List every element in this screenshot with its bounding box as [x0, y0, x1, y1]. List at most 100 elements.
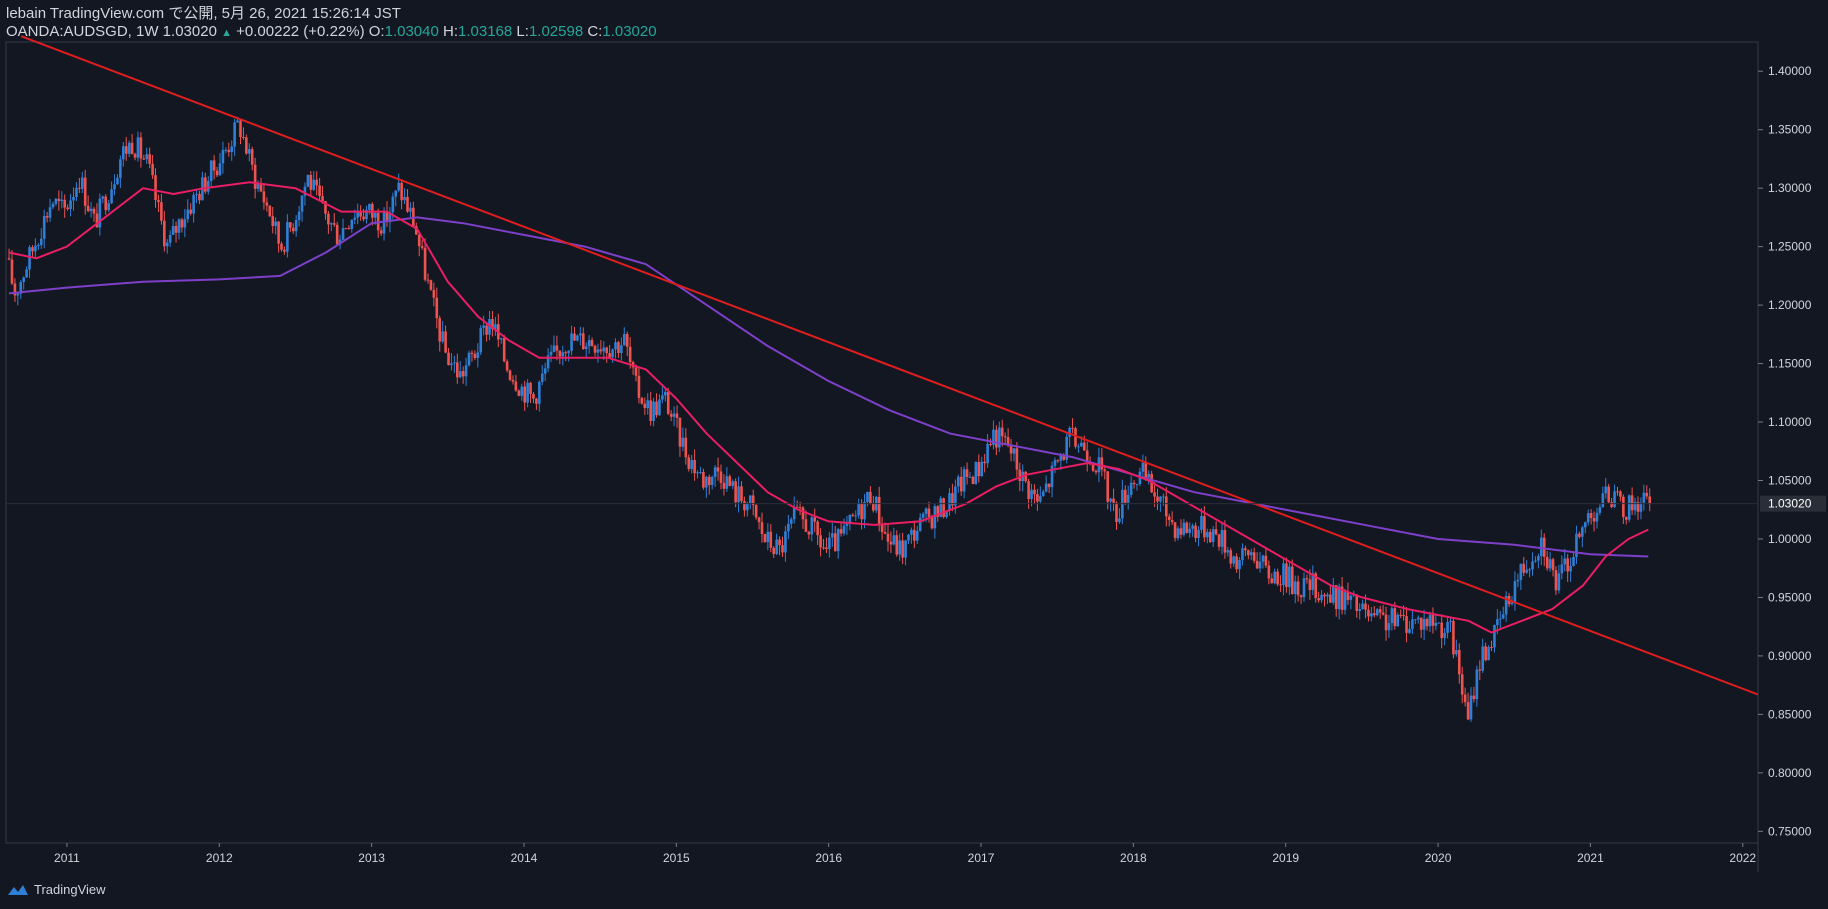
candle-body — [300, 195, 304, 212]
candle-body — [1153, 492, 1156, 497]
candle-body — [321, 196, 324, 202]
candle-body — [28, 247, 31, 270]
candle-body — [1498, 618, 1502, 620]
candle-body — [482, 325, 485, 328]
candle-body — [1349, 595, 1353, 600]
candle-body — [1326, 594, 1329, 597]
candle-body — [1566, 558, 1569, 572]
y-tick-label: 1.30000 — [1768, 181, 1812, 195]
x-tick-label: 2020 — [1425, 851, 1452, 865]
candle-body — [754, 505, 758, 518]
candle-body — [819, 535, 822, 548]
candle-body — [72, 196, 75, 201]
candle-body — [1018, 469, 1022, 482]
candle-body — [1308, 579, 1312, 590]
candle-body — [628, 346, 632, 363]
candle-body — [892, 535, 896, 545]
candles-layer — [7, 116, 1652, 722]
candle-body — [283, 249, 286, 252]
candle-body — [57, 198, 61, 202]
candle-body — [330, 223, 333, 225]
candle-body — [1235, 556, 1238, 570]
candle-body — [45, 215, 49, 218]
candle-body — [813, 517, 817, 522]
candle-body — [368, 203, 371, 210]
candle-body — [971, 476, 975, 485]
candle-body — [1645, 492, 1649, 497]
y-tick-label: 0.80000 — [1768, 766, 1812, 780]
candle-body — [1200, 516, 1203, 530]
price-axis[interactable]: 1.40000 1.35000 1.30000 1.25000 1.20000 1.150… — [1758, 64, 1826, 838]
candle-body — [291, 227, 295, 232]
candle-body — [16, 293, 20, 296]
candle-body — [1167, 516, 1171, 521]
candle-body — [488, 318, 491, 335]
candle-body — [681, 437, 685, 447]
candle-body — [1496, 619, 1499, 626]
tradingview-logo[interactable]: TradingView — [6, 882, 106, 897]
candle-body — [863, 501, 866, 520]
candle-body — [130, 142, 134, 155]
candle-body — [277, 221, 280, 244]
candle-body — [526, 382, 529, 403]
candle-body — [816, 521, 819, 536]
candle-body — [80, 177, 84, 189]
candle-body — [426, 279, 430, 281]
candle-body — [171, 226, 175, 236]
candle-body — [139, 137, 143, 159]
time-axis[interactable]: 2011 2012 2013 2014 2015 2016 2017 2018 2019 2020… — [54, 843, 1756, 865]
candle-body — [113, 184, 116, 190]
candle-body — [614, 342, 617, 350]
candle-body — [1630, 495, 1634, 511]
candle-body — [1118, 518, 1121, 523]
candle-body — [69, 200, 72, 210]
candle-body — [877, 496, 881, 525]
candle-body — [880, 524, 884, 533]
candle-body — [851, 514, 855, 516]
y-tick-label: 0.90000 — [1768, 649, 1812, 663]
x-tick-label: 2015 — [663, 851, 690, 865]
candle-body — [974, 462, 978, 485]
candle-body — [450, 363, 453, 366]
candle-body — [145, 154, 149, 160]
candle-body — [1077, 446, 1080, 448]
candle-body — [453, 362, 456, 364]
candle-body — [447, 352, 450, 366]
candle-body — [1085, 450, 1089, 462]
candle-body — [540, 373, 544, 382]
candle-body — [954, 486, 957, 506]
candle-body — [664, 391, 667, 396]
candle-body — [385, 211, 389, 223]
candle-body — [438, 318, 442, 342]
x-tick-label: 2011 — [54, 851, 80, 865]
candle-body — [127, 142, 131, 154]
candle-body — [1452, 620, 1455, 655]
candle-body — [1062, 455, 1066, 460]
candle-body — [441, 331, 444, 342]
candle-body — [332, 223, 336, 225]
candle-body — [1009, 445, 1013, 454]
candle-body — [883, 532, 887, 534]
candle-body — [643, 403, 647, 409]
candle-body — [101, 196, 105, 199]
candle-body — [1082, 442, 1086, 451]
candle-body — [1460, 674, 1464, 695]
candle-body — [1542, 537, 1546, 557]
candle-body — [1551, 559, 1555, 571]
candle-body — [1581, 527, 1584, 537]
candle-body — [315, 179, 318, 186]
candle-body — [183, 219, 187, 228]
candle-body — [1226, 550, 1230, 553]
candle-body — [1217, 534, 1221, 547]
candle-body — [1399, 614, 1402, 616]
candle-body — [549, 351, 553, 356]
candle-body — [464, 365, 468, 377]
candle-body — [10, 259, 14, 284]
candle-body — [845, 523, 849, 526]
candle-body — [696, 472, 699, 474]
candle-body — [948, 493, 951, 511]
candle-body — [854, 515, 858, 517]
candle-body — [1636, 502, 1640, 512]
lines-layer — [6, 35, 1759, 696]
